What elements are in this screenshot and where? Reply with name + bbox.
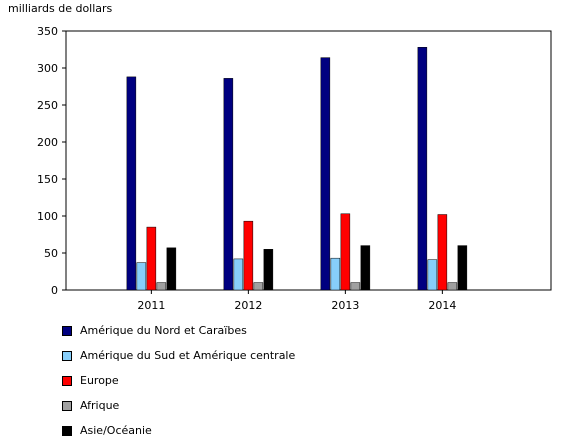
bar (350, 282, 361, 291)
bar (136, 262, 147, 291)
legend-label: Afrique (80, 399, 120, 412)
bar (457, 245, 468, 291)
legend-label: Amérique du Nord et Caraïbes (80, 324, 247, 337)
legend-swatch (62, 375, 72, 386)
bar (126, 76, 137, 291)
legend-label: Amérique du Sud et Amérique centrale (80, 349, 296, 362)
x-tick-label: 2012 (234, 299, 262, 312)
legend-label: Europe (80, 374, 119, 387)
plot-frame (65, 30, 552, 291)
bar (427, 259, 438, 291)
bar (253, 282, 264, 291)
bar (447, 282, 458, 291)
legend-swatch (62, 325, 72, 336)
plot-area (65, 30, 552, 291)
y-tick-label: 100 (37, 210, 58, 223)
y-tick-label: 150 (37, 173, 58, 186)
bar (156, 282, 167, 291)
bar (233, 258, 244, 291)
bar (243, 220, 254, 291)
y-axis: 0 50 100 150 200 250 300 350 (37, 25, 66, 297)
y-tick-label: 50 (44, 247, 58, 260)
y-tick-label: 350 (37, 25, 58, 38)
y-tick-label: 250 (37, 99, 58, 112)
bar (417, 47, 428, 291)
bar (437, 214, 448, 291)
x-axis: 2011 2012 2013 2014 (137, 290, 456, 312)
legend-label: Asie/Océanie (80, 424, 152, 437)
legend-swatch (62, 425, 72, 436)
y-tick-label: 300 (37, 62, 58, 75)
bars (126, 47, 468, 291)
legend: Amérique du Nord et Caraïbes Amérique du … (62, 318, 295, 443)
x-tick-label: 2014 (428, 299, 456, 312)
bar (263, 249, 274, 291)
bar (340, 213, 351, 291)
legend-swatch (62, 350, 72, 361)
y-tick-label: 0 (51, 284, 58, 297)
legend-item: Amérique du Nord et Caraïbes (62, 318, 295, 343)
bar (360, 245, 371, 291)
legend-swatch (62, 400, 72, 411)
x-tick-label: 2011 (137, 299, 165, 312)
legend-item: Amérique du Sud et Amérique centrale (62, 343, 295, 368)
legend-item: Europe (62, 368, 295, 393)
y-tick-label: 200 (37, 136, 58, 149)
legend-item: Afrique (62, 393, 295, 418)
y-axis-label: milliards de dollars (8, 2, 113, 15)
x-tick-label: 2013 (331, 299, 359, 312)
bar (146, 226, 157, 291)
bar (320, 57, 331, 291)
bar (223, 78, 234, 291)
bar (330, 257, 341, 291)
bar (166, 247, 177, 291)
legend-item: Asie/Océanie (62, 418, 295, 443)
